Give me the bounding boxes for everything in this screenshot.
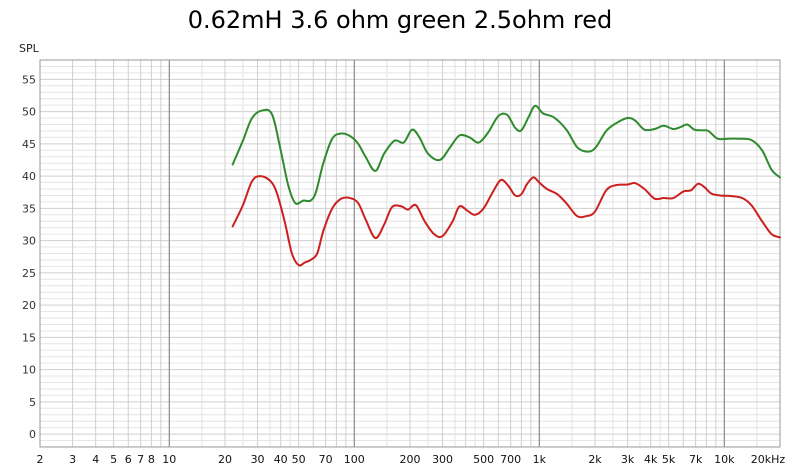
y-tick-label: 20	[22, 299, 36, 312]
x-tick-label: 30	[251, 453, 265, 466]
y-tick-label: 45	[22, 138, 36, 151]
x-tick-label: 500	[473, 453, 494, 466]
y-tick-label: 55	[22, 73, 36, 86]
x-tick-label: 10	[162, 453, 176, 466]
x-tick-label: 4k	[644, 453, 658, 466]
plot-border	[39, 59, 781, 448]
chart-title: 0.62mH 3.6 ohm green 2.5ohm red	[187, 6, 613, 34]
y-tick-label: 15	[22, 331, 36, 344]
x-tick-label: 3k	[621, 453, 635, 466]
x-tick-label: 70	[319, 453, 333, 466]
x-tick-label: 4	[92, 453, 99, 466]
x-tick-label: 5k	[662, 453, 676, 466]
x-tick-label: 7k	[689, 453, 703, 466]
x-tick-label: 8	[148, 453, 155, 466]
series-line-green	[231, 104, 781, 205]
y-tick-label: 0	[29, 428, 36, 441]
series-lines	[231, 104, 781, 267]
x-tick-label: 200	[400, 453, 421, 466]
x-tick-label: 6	[125, 453, 132, 466]
y-tick-label: 25	[22, 267, 36, 280]
y-tick-label: 40	[22, 170, 36, 183]
x-tick-label: 2k	[588, 453, 602, 466]
y-tick-label: 30	[22, 235, 36, 248]
x-tick-label: 7	[137, 453, 144, 466]
x-tick-label: 100	[344, 453, 365, 466]
x-tick-label: 3	[69, 453, 76, 466]
x-tick-label: 20kHz	[751, 453, 786, 466]
x-tick-label: 1k	[533, 453, 547, 466]
series-line-red	[231, 175, 781, 267]
x-tick-label: 50	[292, 453, 306, 466]
y-tick-label: 50	[22, 106, 36, 119]
x-tick-label: 700	[500, 453, 521, 466]
x-tick-label: 40	[274, 453, 288, 466]
x-tick-label: 5	[110, 453, 117, 466]
x-tick-label: 2	[37, 453, 44, 466]
y-tick-label: 35	[22, 202, 36, 215]
x-tick-label: 10k	[714, 453, 735, 466]
y-axis-label: SPL	[19, 42, 40, 55]
x-tick-label: 20	[218, 453, 232, 466]
y-tick-label: 10	[22, 364, 36, 377]
grid-lines	[39, 59, 781, 448]
y-tick-label: 5	[29, 396, 36, 409]
x-tick-label: 300	[432, 453, 453, 466]
